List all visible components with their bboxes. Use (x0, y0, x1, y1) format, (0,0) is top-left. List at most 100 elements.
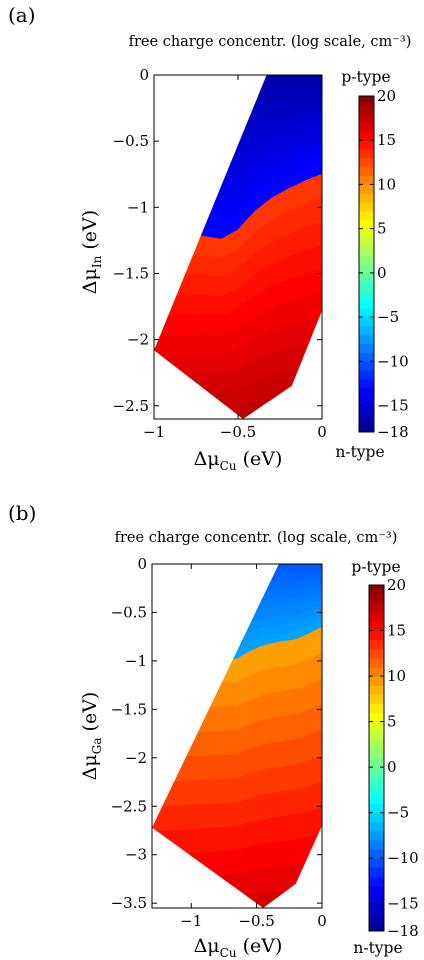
colorbar-segment (369, 603, 384, 613)
colorbar-tick-label: −15 (377, 396, 409, 414)
contour-plot-a: −1 −0.5 0 0 −0.5 −1 −1.5 −2 −2.5 (113, 66, 327, 441)
colorbar-segment (369, 676, 384, 686)
colorbar-segment (369, 894, 384, 905)
colorbar-segment (359, 361, 374, 371)
colorbar-tick-label: 0 (377, 264, 387, 282)
colorbar-a: 20 15 10 5 0 −5 −10 −15 −18 (358, 87, 409, 441)
colorbar-segment (369, 703, 384, 713)
colorbar-segment (369, 685, 384, 695)
colorbar-tick-label: −18 (377, 423, 409, 441)
colorbar-segment (359, 405, 374, 415)
y-tick-label: −2 (127, 331, 149, 349)
colorbar-segment (369, 767, 384, 777)
colorbar-segment (359, 290, 374, 300)
colorbar-tick-label: −10 (387, 849, 419, 867)
colorbar-segment (369, 803, 384, 814)
colorbar-segment (359, 378, 374, 389)
x-tick-label: 0 (317, 423, 327, 441)
colorbar-segment (359, 140, 374, 150)
colorbar-segment (359, 255, 374, 265)
colorbar-top-note-b: p-type (351, 558, 400, 576)
colorbar-segment (359, 281, 374, 292)
colorbar-tick-label: 10 (377, 175, 396, 193)
colorbar-segment (359, 157, 374, 168)
colorbar-segment (369, 758, 384, 768)
colorbar-tick-label: −15 (387, 895, 419, 913)
y-tick-label: −0.5 (113, 132, 149, 150)
colorbar-segment (359, 387, 374, 398)
colorbar-tick-label: −5 (377, 308, 399, 326)
colorbar-b: 20 15 10 5 0 −5 −10 −15 −18 (368, 576, 419, 940)
panel-a: (a) free charge concentr. (log scale, cm… (8, 3, 411, 473)
colorbar-tick-label: 20 (387, 576, 406, 594)
colorbar-tick-label: −10 (377, 352, 409, 370)
colorbar-segment (359, 96, 374, 106)
colorbar-segment (369, 666, 384, 677)
x-axis-label-a: ΔμCu (eV) (194, 448, 283, 473)
y-tick-label: −2.5 (113, 397, 149, 415)
colorbar-segment (369, 748, 384, 759)
colorbar-segment (369, 612, 384, 622)
y-tick-label: −3 (125, 846, 147, 864)
colorbar-segment (359, 308, 374, 318)
y-tick-label: −1 (127, 198, 149, 216)
x-tick-label: −0.5 (220, 423, 256, 441)
colorbar-segment (369, 785, 384, 795)
colorbar-tick-label: 15 (387, 622, 406, 640)
colorbar-segment (359, 219, 374, 230)
colorbar-bottom-note-b: n-type (353, 939, 402, 957)
colorbar-segment (369, 594, 384, 604)
y-axis-label-b: ΔμGa (eV) (79, 692, 104, 781)
colorbar-segment (369, 694, 384, 704)
x-tick-label: 0 (317, 912, 327, 930)
y-axis-label-a: ΔμIn (eV) (79, 210, 104, 294)
colorbar-segment (359, 193, 374, 203)
colorbar-tick-label: −5 (387, 804, 409, 822)
colorbar-segment (359, 228, 374, 238)
colorbar-tick-label: 10 (387, 667, 406, 685)
colorbar-segment (369, 812, 384, 823)
colorbar-segment (359, 202, 374, 212)
y-tick-label: 0 (139, 66, 149, 84)
colorbar-segment (359, 237, 374, 247)
colorbar-segment (369, 821, 384, 832)
colorbar-tick-label: 0 (387, 758, 397, 776)
y-tick-label: −1.5 (113, 264, 149, 282)
plot-frame (151, 563, 323, 909)
colorbar-segment (359, 325, 374, 336)
colorbar-tick-label: 15 (377, 131, 396, 149)
colorbar-segment (369, 839, 384, 850)
colorbar-segment (369, 794, 384, 805)
colorbar-frame (368, 584, 385, 932)
colorbar-segment (369, 630, 384, 641)
colorbar-tick-label: 5 (377, 220, 387, 238)
colorbar-segment (369, 721, 384, 732)
colorbar-segment (359, 334, 374, 345)
colorbar-segment (369, 739, 384, 750)
y-tick-label: −2 (125, 749, 147, 767)
colorbar-segment (359, 414, 374, 424)
y-tick-label: −0.5 (111, 603, 147, 621)
x-tick-label: −0.5 (238, 912, 274, 930)
colorbar-segment (359, 396, 374, 406)
colorbar-segment (359, 264, 374, 274)
colorbar-segment (359, 184, 374, 194)
colorbar-segment (359, 423, 374, 433)
panel-b: (b) free charge concentr. (log scale, cm… (8, 501, 419, 960)
colorbar-segment (369, 858, 384, 868)
colorbar-segment (359, 113, 374, 124)
colorbar-segment (359, 299, 374, 309)
chart-title-b: free charge concentr. (log scale, cm⁻³) (115, 530, 398, 546)
colorbar-tick-label: −18 (387, 922, 419, 940)
colorbar-segment (359, 343, 374, 353)
y-tick-label: −3.5 (111, 894, 147, 912)
colorbar-segment (369, 585, 384, 595)
colorbar-segment (369, 903, 384, 914)
y-tick-label: −1.5 (111, 700, 147, 718)
colorbar-segment (369, 648, 384, 659)
colorbar-segment (369, 830, 384, 841)
panel-label-a: (a) (8, 3, 36, 27)
colorbar-segment (369, 849, 384, 859)
colorbar-segment (359, 246, 374, 256)
panel-label-b: (b) (8, 501, 36, 525)
